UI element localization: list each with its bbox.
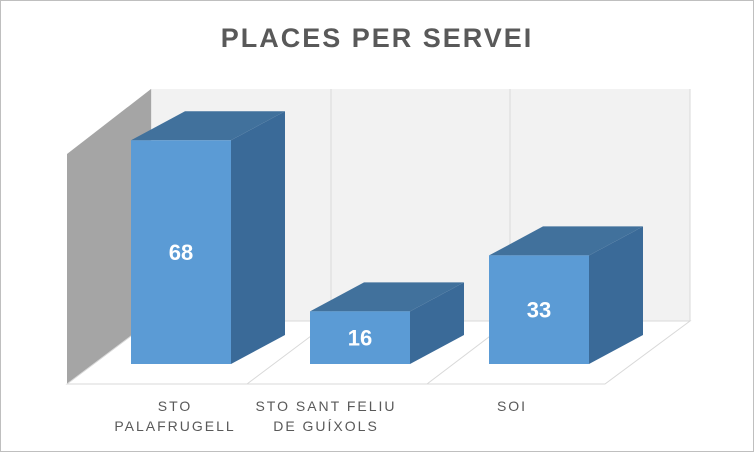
category-label-line: PALAFRUGELL (114, 418, 235, 434)
bar-front-face (131, 140, 231, 364)
bar-top-face (489, 226, 643, 256)
bar-side-face (410, 282, 464, 364)
bar-front-face (489, 255, 589, 364)
bar-front-face (310, 311, 410, 364)
category-label: STO SANT FELIU DE GUÍXOLS (255, 398, 396, 434)
category-label-line: STO (158, 398, 193, 414)
category-label: SOI (497, 398, 527, 414)
bar: 16 (310, 282, 464, 364)
bar: 33 (489, 226, 643, 364)
chart-category-labels: STO PALAFRUGELL STO SANT FELIU DE GUÍXOLS SO… (114, 398, 527, 434)
data-label: 68 (169, 240, 193, 265)
data-label: 33 (527, 298, 551, 323)
bar-side-face (589, 226, 643, 364)
data-label: 16 (348, 326, 372, 351)
category-label-line: STO SANT FELIU (255, 398, 396, 414)
category-label-line: DE GUÍXOLS (273, 418, 379, 434)
category-label: STO PALAFRUGELL (114, 398, 235, 434)
category-label-line: SOI (497, 398, 527, 414)
bar: 68 (131, 111, 285, 364)
bar-top-face (131, 111, 285, 141)
chart-title: PLACES PER SERVEI (220, 23, 534, 53)
side-wall (67, 89, 151, 384)
chart-bars: 68 16 33 (131, 111, 643, 364)
bar-side-face (231, 111, 285, 364)
bar-top-face (310, 282, 464, 312)
